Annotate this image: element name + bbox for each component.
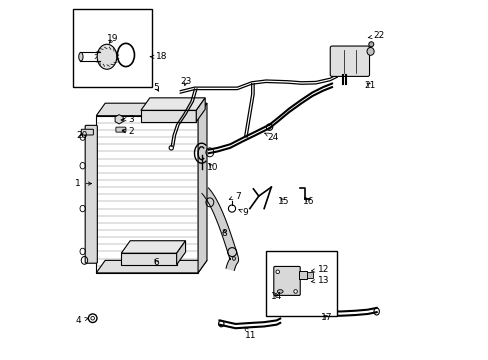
Ellipse shape (275, 270, 279, 274)
Text: 6: 6 (153, 258, 159, 267)
Text: 12: 12 (311, 265, 328, 274)
Text: 21: 21 (364, 81, 375, 90)
Text: 16: 16 (303, 197, 314, 206)
Text: 10: 10 (206, 163, 218, 172)
Text: 1: 1 (75, 179, 91, 188)
Text: 24: 24 (264, 132, 278, 141)
Text: 14: 14 (271, 292, 282, 301)
FancyBboxPatch shape (298, 271, 307, 279)
Text: 9: 9 (238, 208, 248, 217)
Text: 17: 17 (321, 313, 332, 322)
Ellipse shape (293, 290, 297, 293)
Polygon shape (141, 98, 205, 111)
Text: 22: 22 (367, 31, 384, 40)
Bar (96, 116, 198, 273)
Bar (73, 9, 151, 87)
Polygon shape (96, 260, 206, 273)
FancyBboxPatch shape (116, 127, 125, 132)
Polygon shape (176, 241, 185, 265)
Polygon shape (198, 103, 206, 273)
Text: 19: 19 (107, 35, 118, 44)
Polygon shape (196, 98, 205, 122)
Text: 15: 15 (278, 197, 289, 206)
Ellipse shape (277, 290, 283, 293)
Ellipse shape (79, 53, 83, 61)
Bar (141, 111, 196, 122)
Text: 3: 3 (121, 116, 134, 125)
Ellipse shape (368, 42, 373, 47)
FancyBboxPatch shape (81, 129, 93, 135)
FancyBboxPatch shape (329, 46, 369, 76)
Text: 2: 2 (122, 127, 134, 136)
Bar (121, 253, 176, 265)
Ellipse shape (366, 48, 373, 55)
Text: 18: 18 (150, 52, 167, 61)
Ellipse shape (232, 257, 235, 260)
FancyBboxPatch shape (85, 125, 97, 263)
Ellipse shape (97, 44, 117, 69)
Text: 5: 5 (153, 83, 159, 92)
Text: 4: 4 (76, 315, 88, 324)
Polygon shape (96, 103, 206, 116)
Polygon shape (202, 188, 238, 270)
Text: 8: 8 (221, 229, 226, 238)
Text: 23: 23 (180, 77, 191, 86)
Text: 11: 11 (244, 327, 256, 340)
FancyBboxPatch shape (273, 266, 300, 296)
FancyBboxPatch shape (306, 272, 312, 278)
Text: 7: 7 (229, 192, 241, 201)
Text: 13: 13 (311, 275, 328, 284)
Polygon shape (121, 241, 185, 253)
Text: 20: 20 (76, 131, 87, 140)
Bar (265, 251, 337, 316)
